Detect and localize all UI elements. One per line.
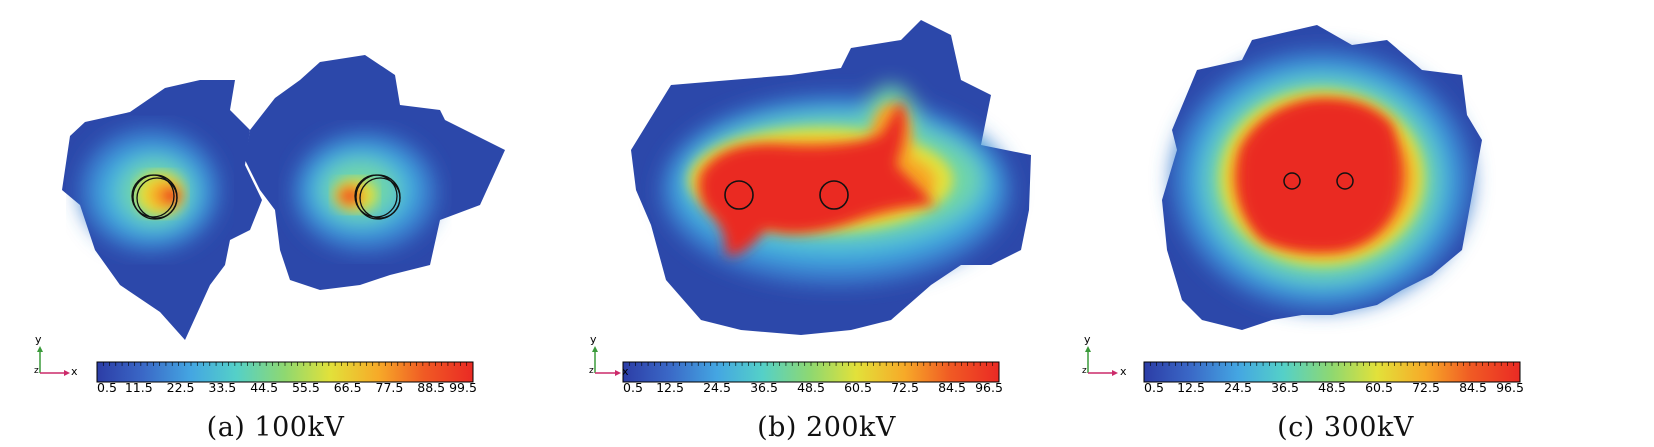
- colorbar-tick-label: 24.5: [1224, 380, 1252, 395]
- colorbar-tick-label: 66.5: [333, 380, 362, 395]
- colorbar-tick-label: 55.5: [291, 380, 320, 395]
- axis-x-label-b: x: [622, 365, 629, 378]
- axis-z-label-b: z: [589, 366, 594, 376]
- field-region-right-a: [245, 55, 505, 290]
- electrode-left-b: [724, 180, 754, 210]
- colorbar-tick-label: 60.5: [1365, 380, 1393, 395]
- axis-x-label-c: x: [1120, 365, 1127, 378]
- panel-b: y x z 0.5 12.5 24.5 36.5 48.5 60.5 72.5 84.5 96.…: [551, 0, 1102, 447]
- contour-plot-b: [592, 20, 1031, 383]
- axis-x-label-a: x: [71, 365, 78, 378]
- colorbar-tick-label: 96.5: [1496, 380, 1524, 395]
- colorbar-tick-label: 72.5: [891, 380, 919, 395]
- contour-plot-c: [1143, 25, 1521, 383]
- colorbar-tick-label: 99.5: [449, 380, 477, 395]
- colorbar-tick-label: 84.5: [1459, 380, 1487, 395]
- caption-a: (a) 100kV: [206, 412, 345, 443]
- caption-c: (c) 300kV: [1277, 412, 1414, 443]
- axis-triad-c-icon: [1085, 346, 1118, 376]
- axis-z-label-c: z: [1082, 366, 1087, 376]
- axis-y-label-b: y: [590, 333, 597, 346]
- colorbar-ticks-c: 0.5 12.5 24.5 36.5 48.5 60.5 72.5 84.5 96.5: [1144, 380, 1524, 396]
- colorbar-tick-label: 0.5: [1144, 380, 1164, 395]
- colorbar-ticks-a: 0.5 11.5 22.5 33.5 44.5 55.5 66.5 77.5 88.5 99.5: [97, 380, 477, 396]
- field-region-c: [1162, 25, 1482, 330]
- axis-y-label-a: y: [35, 333, 42, 346]
- colorbar-tick-label: 77.5: [375, 380, 404, 395]
- colorbar-tick-label: 12.5: [656, 380, 684, 395]
- electrode-left-c: [1283, 172, 1301, 190]
- colorbar-tick-label: 96.5: [975, 380, 1003, 395]
- colorbar-tick-label: 84.5: [938, 380, 966, 395]
- electrode-right-b: [819, 180, 849, 210]
- axis-z-label-a: z: [34, 366, 39, 376]
- electrode-left-a: [131, 174, 178, 220]
- electrode-right-a: [354, 174, 401, 220]
- colorbar-tick-label: 48.5: [797, 380, 825, 395]
- contour-plot-a: [37, 55, 505, 383]
- colorbar-tick-label: 33.5: [208, 380, 237, 395]
- colorbar-tick-label: 11.5: [124, 380, 153, 395]
- colorbar-tick-label: 36.5: [750, 380, 778, 395]
- field-region-left-a: [62, 80, 262, 340]
- colorbar-tick-label: 36.5: [1271, 380, 1299, 395]
- colorbar-tick-label: 24.5: [703, 380, 731, 395]
- electrode-right-c: [1336, 172, 1354, 190]
- axis-triad-b: [592, 346, 621, 376]
- colorbar-ticks-b: 0.5 12.5 24.5 36.5 48.5 60.5 72.5 84.5 96.5: [623, 380, 1003, 396]
- axis-y-label-c: y: [1084, 333, 1091, 346]
- colorbar-tick-label: 12.5: [1177, 380, 1205, 395]
- colorbar-tick-label: 48.5: [1318, 380, 1346, 395]
- colorbar-tick-label: 0.5: [97, 380, 117, 395]
- panel-a: y x z 0.5 11.5 22.5 33.5 44.5 55.5 66.5 77.5 88.…: [0, 0, 551, 447]
- colorbar-tick-label: 22.5: [166, 380, 195, 395]
- axis-triad-a: [37, 346, 70, 376]
- colorbar-tick-label: 88.5: [417, 380, 446, 395]
- caption-b: (b) 200kV: [757, 412, 896, 443]
- colorbar-tick-label: 72.5: [1412, 380, 1440, 395]
- panel-c: y x z 0.5 12.5 24.5 36.5 48.5 60.5 72.5 84.5 96.…: [1082, 0, 1653, 447]
- colorbar-tick-label: 60.5: [844, 380, 872, 395]
- colorbar-tick-label: 44.5: [250, 380, 279, 395]
- colorbar-tick-label: 0.5: [623, 380, 643, 395]
- field-region-b: [631, 20, 1031, 335]
